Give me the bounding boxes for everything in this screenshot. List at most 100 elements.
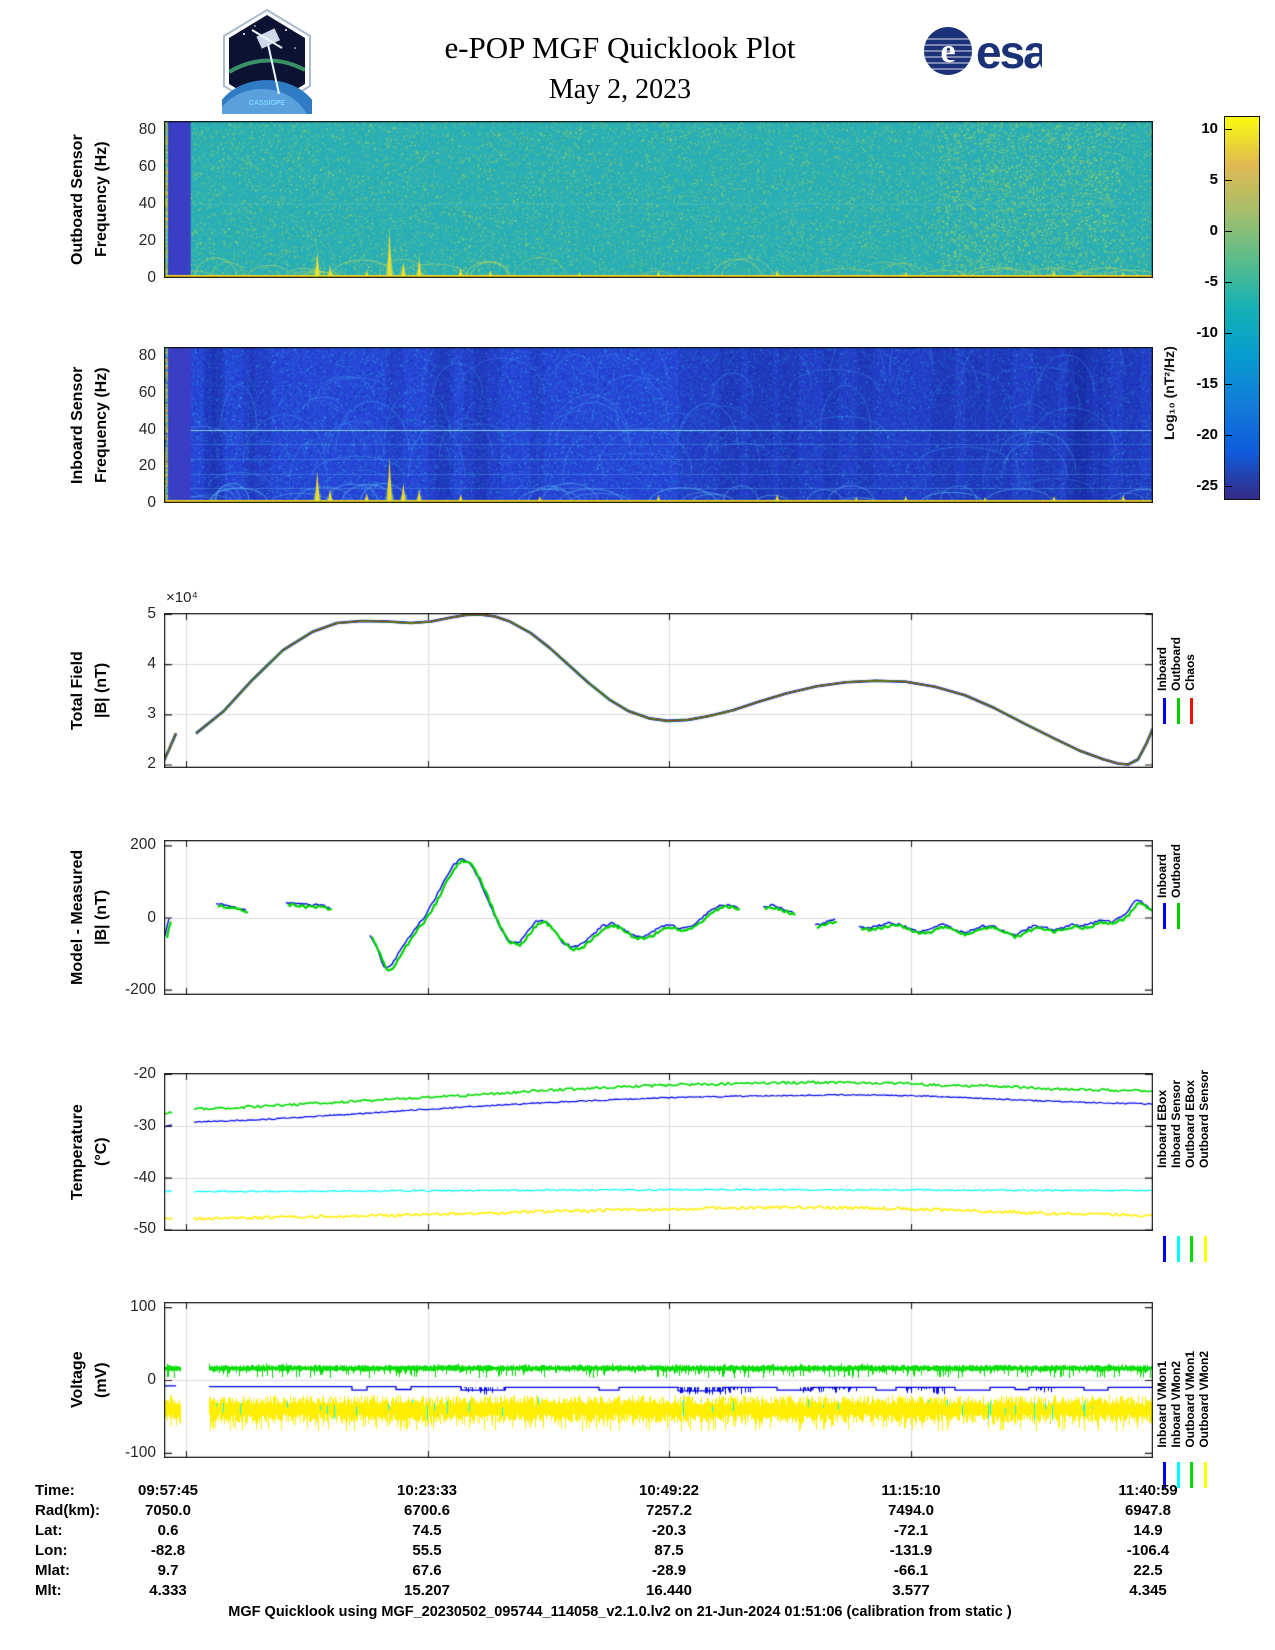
inboard-spectrogram-ytick-label: 0 [147,494,156,511]
axis-label-temperature-line1: Temperature [69,1104,86,1200]
temperature-legend: Inboard EBox Inboard Sensor Outboard EBox O… [1155,1000,1211,1168]
table-row-label: Lat: [35,1522,63,1539]
table-cell: 09:57:45 [137,1482,199,1499]
model-minus-measured-legend-label: Inboard [1155,854,1169,898]
colorbar-tick-mark [1225,435,1232,436]
colorbar-tick-label: -15 [1196,374,1218,392]
table-row-label: Mlt: [35,1582,62,1599]
colorbar-tick-mark [1225,129,1232,130]
table-cell: 14.9 [1133,1522,1163,1539]
axis-label-total-field-line2: |B| (nT) [93,662,110,719]
table-cell: -20.3 [651,1522,687,1539]
voltage-legend-label: Inboard VMon2 [1169,1361,1183,1448]
figure-title: e-POP MGF Quicklook Plot [444,30,796,65]
temperature-legend-swatch [1176,1236,1180,1262]
total-field-plot [164,613,1153,768]
table-cell: 3.577 [892,1582,930,1599]
total-field-legend-swatch [1163,698,1166,724]
total-field-legend: Inboard Outboard Chaos [1155,565,1197,691]
table-cell: 6947.8 [1125,1502,1171,1519]
colorbar-tick-label: -25 [1196,476,1218,494]
temperature-legend-label: Outboard EBox [1183,1079,1197,1168]
model-minus-measured-plot [164,840,1153,995]
voltage-ytick-label: 0 [147,1371,156,1388]
voltage-legend-swatch [1203,1462,1207,1488]
table-cell: 74.5 [412,1522,442,1539]
table-cell: 15.207 [404,1582,450,1599]
table-cell: 87.5 [654,1542,684,1559]
table-row-label: Time: [35,1482,75,1499]
voltage-legend-label: Outboard VMon1 [1183,1351,1197,1448]
esa-emblem-e: e [940,33,955,70]
total-field-ytick-label: 3 [147,705,156,723]
colorbar-gradient [1224,116,1260,500]
table-cell: 10:23:33 [396,1482,458,1499]
model-minus-measured-legend-label: Outboard [1169,844,1183,898]
colorbar-tick-mark [1225,231,1232,232]
table-cell: 11:40:59 [1118,1482,1178,1499]
table-cell: -28.9 [651,1562,687,1579]
colorbar-tick-mark [1225,180,1232,181]
table-cell: 22.5 [1133,1562,1163,1579]
axis-label-outboard-spectrogram-line2: Frequency (Hz) [93,141,110,258]
table-row-label: Rad(km): [35,1502,101,1519]
inboard-spectrogram-ytick-label: 60 [138,383,156,401]
table-cell: 10:49:22 [638,1482,700,1499]
table-cell: 11:15:10 [881,1482,941,1499]
model-minus-measured-legend-swatch [1176,903,1180,929]
voltage-ytick-label: -100 [124,1443,156,1461]
table-cell: 7050.0 [145,1502,191,1519]
axis-label-inboard-spectrogram-line2: Frequency (Hz) [93,367,110,483]
total-field-legend-label: Chaos [1183,654,1197,691]
table-cell: 55.5 [412,1542,442,1559]
axis-label-inboard-spectrogram-line1: Inboard Sensor [69,366,86,484]
table-cell: 67.6 [412,1562,442,1579]
colorbar-tick-label: -5 [1204,273,1218,291]
outboard-spectrogram-ytick-label: 20 [138,232,156,250]
temperature-legend-swatch [1190,1236,1193,1262]
voltage-ytick-label: 100 [130,1298,156,1316]
voltage-legend-swatch [1190,1462,1193,1488]
table-cell: 6700.6 [404,1502,450,1519]
model-minus-measured-ytick-label: -200 [124,980,156,998]
table-cell: 4.333 [149,1582,187,1599]
footer-caption: MGF Quicklook using MGF_20230502_095744_… [228,1604,1012,1620]
voltage-plot [164,1302,1153,1458]
model-minus-measured-ytick-label: 0 [147,908,156,926]
total-field-ytick-label: 2 [147,755,156,773]
voltage-legend: Inboard VMon1 Inboard VMon2 Outboard VMon1… [1155,1288,1211,1448]
temperature-legend-label: Outboard Sensor [1197,1069,1211,1168]
total-field-legend-swatch [1190,698,1193,724]
total-field-ytick-label: 5 [147,605,156,622]
colorbar-tick-mark [1225,486,1232,487]
model-minus-measured-legend-swatch [1163,903,1166,929]
outboard-spectrogram-ytick-label: 40 [138,195,156,213]
colorbar-tick-label: 10 [1201,120,1218,138]
inboard-spectrogram-ytick-label: 80 [138,347,156,365]
total-field-legend-label: Outboard [1169,637,1183,691]
table-cell: -72.1 [893,1522,929,1539]
axis-label-total-field-line1: Total Field [69,651,86,730]
colorbar-tick-mark [1225,282,1232,283]
axis-label-voltage-line1: Voltage [69,1351,86,1409]
table-row-label: Lon: [35,1542,68,1559]
temperature-legend-swatch [1163,1236,1166,1262]
inboard-spectrogram-ytick-label: 40 [138,420,156,438]
total-field-ytick-label: 4 [147,655,156,673]
axis-label-outboard-spectrogram-line1: Outboard Sensor [69,134,86,265]
colorbar-tick-label: -20 [1196,425,1218,443]
outboard-spectrogram-ytick-label: 60 [138,158,156,176]
esa-logo-art: e esa [924,26,1051,78]
voltage-legend-swatch [1176,1462,1180,1488]
table-cell: -106.4 [1126,1542,1170,1559]
table-cell: 7494.0 [888,1502,934,1519]
axis-label-model-minus-measured-line2: |B| (nT) [93,889,110,946]
outboard-spectrogram-ytick-label: 0 [147,269,156,286]
total-field-exponent-label: ×10⁴ [166,589,198,606]
total-field-legend-label: Inboard [1155,647,1169,691]
temperature-legend-label: Inboard Sensor [1169,1079,1183,1168]
esa-logo: e esa [922,24,1051,85]
table-cell: -131.9 [889,1542,933,1559]
table-cell: 9.7 [157,1562,179,1579]
axis-label-voltage-line2: (mV) [93,1362,110,1398]
